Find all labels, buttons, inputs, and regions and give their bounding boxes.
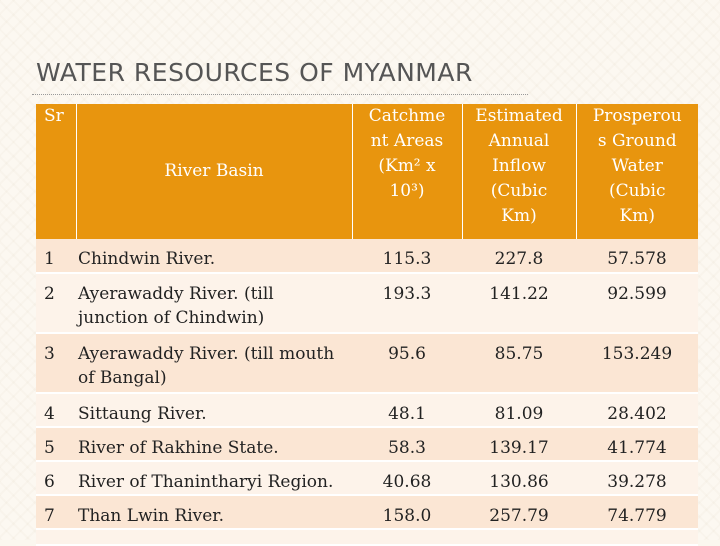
- header-groundwater-line: Km): [619, 206, 655, 226]
- header-river-basin: River Basin: [76, 104, 353, 239]
- basin-line: Ayerawaddy River. (till: [78, 284, 274, 304]
- water-resources-table: Sr River Basin Catchme nt Areas (Km² x 1…: [36, 104, 698, 546]
- header-inflow-line: Inflow: [492, 156, 546, 176]
- basin-line: Ayerawaddy River. (till mouth: [78, 344, 335, 364]
- header-sr: Sr: [36, 104, 77, 239]
- table-row: 3 Ayerawaddy River. (till mouth of Banga…: [36, 333, 698, 394]
- cell-sr: 6: [36, 461, 76, 496]
- title-underline: [32, 94, 528, 95]
- cell-catchment: 158.0: [352, 495, 462, 530]
- basin-line: River of Thanintharyi Region.: [78, 472, 334, 492]
- cell-catchment: 115.3: [352, 239, 462, 274]
- header-inflow-line: Estimated: [475, 106, 563, 126]
- cell-inflow: 85.75: [462, 333, 576, 394]
- cell-sr: 2: [36, 273, 76, 334]
- table-row-partial: [36, 529, 698, 546]
- header-groundwater-line: Prosperou: [592, 106, 682, 126]
- cell-catchment: 48.1: [352, 393, 462, 428]
- header-inflow-line: Annual: [488, 131, 550, 151]
- basin-line: junction of Chindwin): [78, 308, 265, 328]
- cell-sr: 1: [36, 239, 76, 274]
- cell-empty: [352, 529, 462, 546]
- cell-inflow: 141.22: [462, 273, 576, 334]
- header-groundwater-line: s Ground: [597, 131, 677, 151]
- cell-sr: 7: [36, 495, 76, 530]
- basin-line: of Bangal): [78, 368, 167, 388]
- header-inflow-line: (Cubic: [490, 181, 548, 201]
- cell-groundwater: 92.599: [576, 273, 698, 334]
- cell-river-basin: River of Rakhine State.: [76, 427, 352, 462]
- cell-groundwater: 39.278: [576, 461, 698, 496]
- cell-groundwater: 57.578: [576, 239, 698, 274]
- cell-river-basin: River of Thanintharyi Region.: [76, 461, 352, 496]
- cell-catchment: 193.3: [352, 273, 462, 334]
- cell-empty: [76, 529, 352, 546]
- basin-line: Sittaung River.: [78, 404, 207, 424]
- cell-inflow: 81.09: [462, 393, 576, 428]
- cell-river-basin: Ayerawaddy River. (till mouth of Bangal): [76, 333, 352, 394]
- table-row: 5 River of Rakhine State. 58.3 139.17 41…: [36, 427, 698, 462]
- header-groundwater-line: Water: [611, 156, 663, 176]
- header-estimated-inflow: Estimated Annual Inflow (Cubic Km): [462, 104, 577, 239]
- table-row: 1 Chindwin River. 115.3 227.8 57.578: [36, 239, 698, 274]
- header-catchment-line: (Km² x: [378, 156, 436, 176]
- cell-groundwater: 74.779: [576, 495, 698, 530]
- slide-title: WATER RESOURCES OF MYANMAR: [36, 58, 473, 87]
- header-catchment-line: Catchme: [368, 106, 446, 126]
- header-catchment-line: nt Areas: [370, 131, 444, 151]
- cell-river-basin: Chindwin River.: [76, 239, 352, 274]
- cell-empty: [36, 529, 76, 546]
- header-catchment-areas: Catchme nt Areas (Km² x 10³): [352, 104, 463, 239]
- table-header-row: Sr River Basin Catchme nt Areas (Km² x 1…: [36, 104, 698, 239]
- cell-empty: [576, 529, 698, 546]
- cell-inflow: 139.17: [462, 427, 576, 462]
- cell-groundwater: 41.774: [576, 427, 698, 462]
- header-inflow-line: Km): [501, 206, 537, 226]
- cell-river-basin: Than Lwin River.: [76, 495, 352, 530]
- cell-inflow: 257.79: [462, 495, 576, 530]
- cell-groundwater: 28.402: [576, 393, 698, 428]
- cell-sr: 5: [36, 427, 76, 462]
- cell-catchment: 58.3: [352, 427, 462, 462]
- cell-inflow: 227.8: [462, 239, 576, 274]
- basin-line: River of Rakhine State.: [78, 438, 279, 458]
- table-row: 4 Sittaung River. 48.1 81.09 28.402: [36, 393, 698, 428]
- cell-catchment: 95.6: [352, 333, 462, 394]
- cell-groundwater: 153.249: [576, 333, 698, 394]
- basin-line: Than Lwin River.: [78, 506, 224, 526]
- cell-sr: 4: [36, 393, 76, 428]
- table-row: 6 River of Thanintharyi Region. 40.68 13…: [36, 461, 698, 496]
- basin-line: Chindwin River.: [78, 249, 216, 269]
- cell-catchment: 40.68: [352, 461, 462, 496]
- cell-inflow: 130.86: [462, 461, 576, 496]
- header-groundwater-line: (Cubic: [609, 181, 666, 201]
- cell-empty: [462, 529, 576, 546]
- table-row: 2 Ayerawaddy River. (till junction of Ch…: [36, 273, 698, 334]
- header-ground-water: Prosperou s Ground Water (Cubic Km): [576, 104, 698, 239]
- header-catchment-line: 10³): [389, 181, 425, 201]
- cell-river-basin: Ayerawaddy River. (till junction of Chin…: [76, 273, 352, 334]
- table-row: 7 Than Lwin River. 158.0 257.79 74.779: [36, 495, 698, 530]
- cell-sr: 3: [36, 333, 76, 394]
- cell-river-basin: Sittaung River.: [76, 393, 352, 428]
